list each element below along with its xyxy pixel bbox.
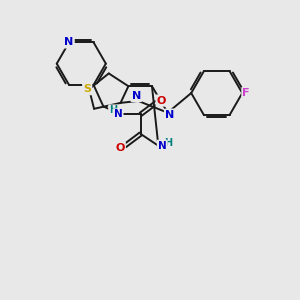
Text: O: O	[116, 143, 125, 153]
Text: O: O	[157, 96, 166, 106]
Text: S: S	[83, 84, 91, 94]
Text: N: N	[114, 109, 122, 119]
Text: F: F	[242, 88, 250, 98]
Text: N: N	[64, 38, 74, 47]
Text: H: H	[164, 138, 172, 148]
Text: N: N	[165, 110, 174, 120]
Text: H: H	[109, 105, 117, 116]
Text: N: N	[132, 91, 141, 101]
Text: N: N	[158, 141, 167, 151]
